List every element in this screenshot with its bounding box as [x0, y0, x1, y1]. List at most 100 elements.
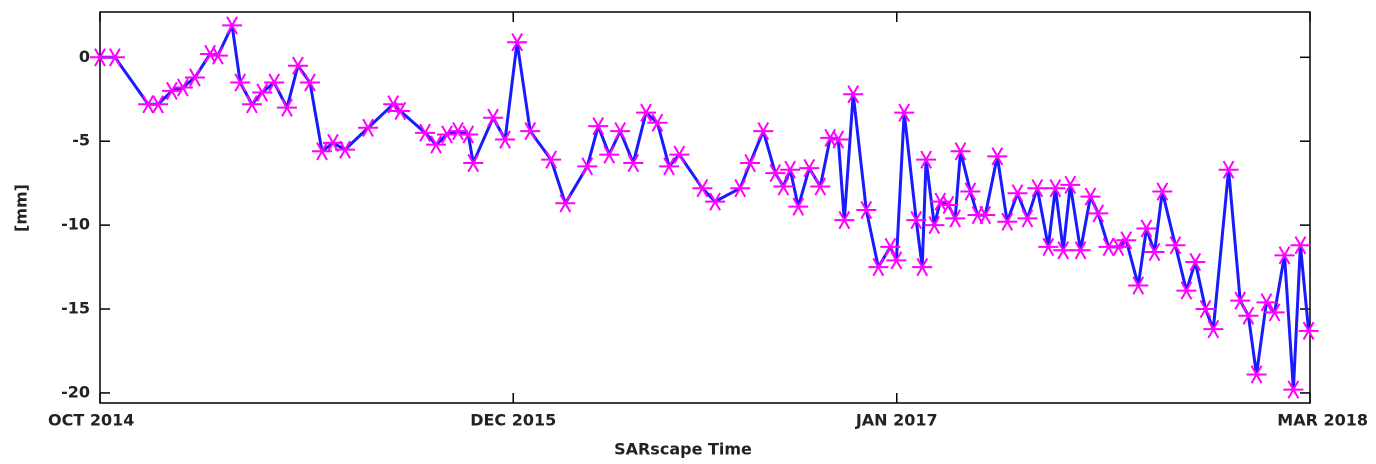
- point-marker: [222, 16, 243, 35]
- x-tick-label: OCT 2014: [48, 411, 134, 430]
- point-marker: [276, 98, 297, 117]
- point-marker: [415, 123, 436, 142]
- point-marker: [495, 130, 516, 149]
- point-marker: [924, 215, 945, 235]
- point-marker: [987, 147, 1008, 166]
- point-marker: [335, 140, 356, 159]
- point-marker: [636, 103, 657, 122]
- point-marker: [426, 135, 447, 154]
- point-marker: [1218, 160, 1239, 179]
- point-marker: [148, 95, 169, 114]
- point-marker: [730, 179, 751, 198]
- point-marker: [1274, 246, 1295, 265]
- point-marker: [555, 194, 576, 213]
- point-marker: [577, 157, 598, 176]
- point-marker: [740, 153, 761, 173]
- point-marker: [1053, 241, 1074, 260]
- point-marker: [172, 78, 193, 97]
- point-marker: [773, 177, 794, 196]
- point-marker: [894, 103, 915, 122]
- point-marker: [1264, 303, 1285, 322]
- point-marker: [1203, 320, 1224, 339]
- point-marker: [184, 68, 205, 87]
- point-marker: [753, 121, 774, 141]
- point-marker: [623, 153, 644, 173]
- point-marker: [659, 157, 680, 176]
- point-marker: [886, 251, 907, 270]
- point-marker: [868, 257, 889, 277]
- point-marker: [358, 118, 379, 137]
- point-marker: [1144, 242, 1165, 262]
- point-marker: [1246, 365, 1267, 384]
- point-marker: [1290, 236, 1311, 255]
- point-marker: [1238, 306, 1259, 325]
- point-marker: [241, 95, 262, 114]
- point-marker: [610, 121, 631, 141]
- point-marker: [520, 121, 541, 141]
- point-marker: [463, 153, 484, 173]
- y-tick-label: 0: [79, 47, 90, 66]
- point-marker: [1283, 380, 1304, 399]
- x-tick-label: JAN 2017: [855, 411, 938, 430]
- point-marker: [390, 101, 411, 121]
- point-marker: [669, 145, 690, 164]
- point-marker: [975, 205, 996, 225]
- point-marker: [264, 73, 285, 92]
- point-marker: [692, 179, 713, 198]
- x-tick-label: MAR 2018: [1277, 411, 1368, 430]
- point-marker: [588, 116, 609, 136]
- point-marker: [448, 121, 469, 141]
- point-marker: [1007, 184, 1028, 203]
- point-marker: [960, 182, 981, 201]
- point-marker: [287, 56, 308, 75]
- point-marker: [541, 150, 562, 169]
- point-marker: [104, 48, 125, 67]
- point-marker: [799, 158, 820, 178]
- point-marker: [252, 83, 273, 102]
- point-marker: [437, 125, 458, 144]
- point-marker: [945, 209, 966, 228]
- point-marker: [810, 177, 831, 196]
- point-marker: [1088, 204, 1109, 223]
- point-marker: [1195, 299, 1216, 319]
- point-marker: [1230, 291, 1251, 310]
- x-tick-label: DEC 2015: [470, 411, 556, 430]
- point-marker: [1038, 237, 1059, 257]
- point-marker: [230, 73, 251, 92]
- y-axis-label: [mm]: [12, 184, 31, 232]
- point-marker: [1070, 241, 1091, 260]
- point-marker: [647, 113, 668, 132]
- point-marker: [1017, 209, 1038, 228]
- point-marker: [705, 192, 726, 211]
- point-marker: [997, 212, 1018, 231]
- point-marker: [1116, 231, 1137, 250]
- point-marker: [299, 73, 320, 92]
- point-marker: [834, 210, 855, 230]
- point-marker: [1060, 175, 1081, 195]
- point-marker: [780, 160, 801, 179]
- point-marker: [207, 46, 228, 65]
- point-marker: [912, 257, 933, 277]
- point-marker: [1298, 321, 1319, 341]
- plot-frame: [99, 11, 1311, 404]
- point-marker: [1128, 276, 1149, 295]
- y-tick-label: -20: [61, 382, 90, 401]
- y-tick-label: -10: [61, 215, 90, 234]
- point-marker: [1045, 179, 1066, 198]
- y-tick-label: -15: [61, 299, 90, 318]
- point-marker: [1256, 293, 1277, 312]
- point-marker: [828, 130, 849, 149]
- point-marker: [950, 142, 971, 161]
- point-marker: [1176, 281, 1197, 300]
- point-marker: [1152, 182, 1173, 201]
- point-marker: [1185, 252, 1206, 272]
- point-marker: [1027, 179, 1048, 198]
- point-marker: [483, 108, 504, 127]
- point-marker: [880, 237, 901, 257]
- point-marker: [1136, 219, 1157, 238]
- point-marker: [507, 33, 528, 52]
- x-axis-label: SARscape Time: [614, 440, 752, 459]
- point-marker: [916, 150, 937, 169]
- y-tick-label: -5: [72, 131, 90, 150]
